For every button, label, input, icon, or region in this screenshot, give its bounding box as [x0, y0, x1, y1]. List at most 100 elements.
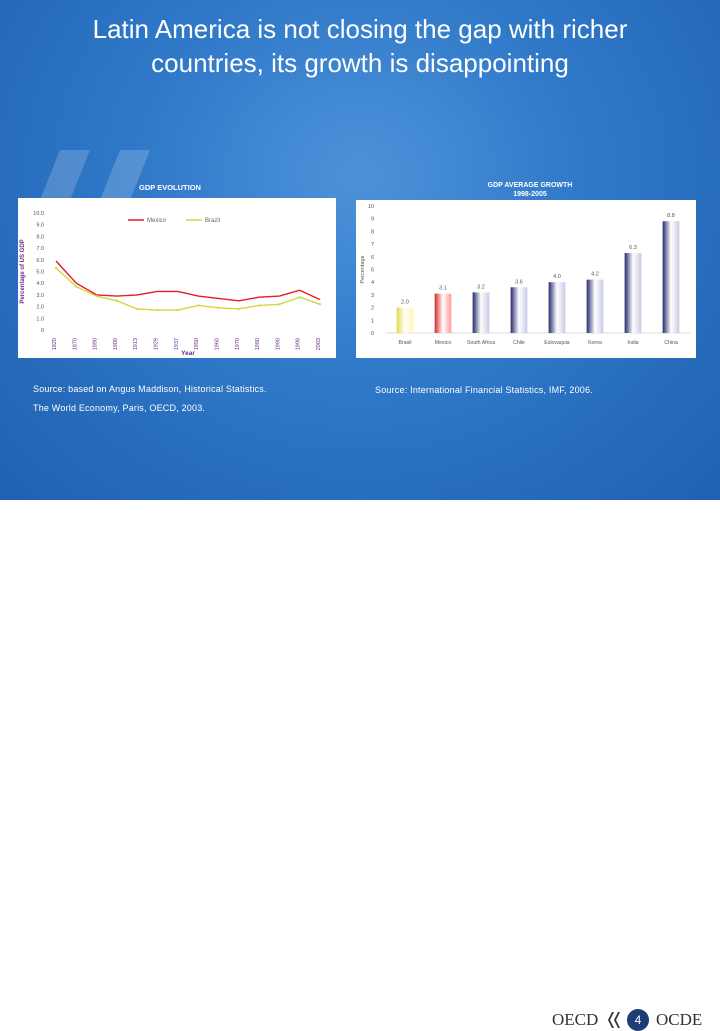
y-tick-label: 10.0 [33, 211, 44, 217]
y-tick-label: 1.0 [36, 316, 44, 322]
y-tick-label: 7 [371, 242, 374, 248]
y-tick-label: 10 [368, 204, 374, 210]
oecd-logo-text: OECD [552, 1010, 599, 1029]
y-tick-label: 3.0 [36, 293, 44, 299]
data-point-brazil [298, 296, 301, 299]
y-tick-label: 8.0 [36, 234, 44, 240]
data-point-brazil [95, 294, 98, 298]
data-point-brazil [237, 307, 240, 311]
x-tick-label: 1870 [72, 338, 78, 350]
bar-south-africa [472, 292, 490, 333]
line-chart-panel: 0 1.0 2.0 3.0 4.0 5.0 6.0 7.0 8.0 9.0 10.0 Percenta… [18, 198, 336, 358]
x-axis-label: Year [181, 350, 195, 357]
x-tick-label: 1998 [296, 338, 302, 350]
y-tick-label: 9.0 [36, 223, 44, 229]
x-tick-label: 1900 [113, 338, 119, 350]
y-tick-label: 2 [371, 306, 374, 312]
series-line-brazil [55, 267, 321, 311]
x-tick-label: Brasil [399, 340, 412, 346]
x-tick-label: 1929 [154, 338, 160, 350]
x-tick-label: 1937 [174, 338, 180, 350]
bar-china [662, 221, 680, 333]
slide-title: Latin America is not closing the gap wit… [40, 12, 680, 80]
y-tick-label: 9 [371, 217, 374, 223]
y-tick-label: 4.0 [36, 281, 44, 287]
y-tick-label: 6.0 [36, 258, 44, 264]
source-right: Source: International Financial Statisti… [375, 385, 593, 395]
data-label: 8.8 [667, 213, 675, 219]
data-point-brazil [318, 303, 322, 306]
x-tick-label: 1913 [133, 338, 139, 350]
y-tick-label: 5 [371, 268, 374, 274]
y-tick-label: 7.0 [36, 246, 44, 252]
y-tick-label: 0 [41, 328, 44, 334]
x-tick-label: 1950 [194, 338, 200, 350]
legend-label-mexico: Mexico [147, 218, 167, 224]
y-tick-label: 1 [371, 318, 374, 324]
y-tick-label: 3 [371, 293, 374, 299]
data-point-brazil [176, 309, 179, 312]
y-tick-label: 6 [371, 255, 374, 261]
source-left-line2: The World Economy, Paris, OECD, 2003. [33, 403, 206, 413]
data-label: 4.0 [553, 274, 561, 280]
line-chart: 0 1.0 2.0 3.0 4.0 5.0 6.0 7.0 8.0 9.0 10.0 Percenta… [20, 211, 322, 357]
bar-chile [510, 287, 528, 333]
x-tick-label: Chile [513, 340, 525, 346]
y-tick-label: 5.0 [36, 270, 44, 276]
x-tick-label: 1960 [214, 338, 220, 350]
series-line-mexico [55, 260, 321, 302]
data-point-brazil [54, 266, 58, 270]
x-tick-label: 1820 [52, 338, 58, 350]
bar-india [624, 252, 642, 333]
data-point-brazil [197, 304, 200, 307]
x-tick-label: China [664, 340, 678, 346]
x-tick-label: South Africa [467, 340, 495, 346]
data-point-brazil [257, 304, 261, 307]
line-chart-title: GDP EVOLUTION [139, 183, 201, 192]
data-point-brazil [156, 309, 159, 312]
legend-label-brazil: Brazil [205, 218, 220, 224]
data-point-brazil [278, 303, 281, 306]
data-point-brazil [75, 285, 78, 288]
x-tick-label: 2003 [316, 338, 322, 350]
bar-chart: 0 1 2 3 4 5 6 7 8 9 10 Percentage 2.0 Brasil 3.1 Mexico… [360, 204, 690, 346]
x-tick-label: Korea [588, 340, 602, 346]
data-label: 2.0 [401, 300, 409, 306]
oecd-logo-icon [608, 1012, 620, 1028]
bar-mexico [434, 293, 452, 333]
data-point-brazil [136, 307, 139, 311]
ocde-logo-text: OCDE [656, 1010, 703, 1029]
footer: OECD 4 OCDE [0, 500, 720, 1031]
bar-chart-title: GDP AVERAGE GROWTH [487, 182, 573, 189]
data-point-brazil [217, 306, 220, 309]
x-tick-label: 1980 [255, 338, 261, 350]
y-tick-label: 8 [371, 229, 374, 235]
y-tick-label: 4 [371, 280, 374, 286]
slide-title-line1: Latin America is not closing the gap wit… [92, 14, 628, 44]
x-tick-label: Eslovaquia [544, 340, 569, 346]
data-label: 3.1 [439, 286, 447, 292]
y-axis-label: Percentage of US GDP [20, 239, 26, 303]
y-tick-label: 0 [371, 331, 374, 337]
y-axis-label: Percentage [360, 255, 366, 283]
x-tick-label: 1990 [275, 338, 281, 350]
page-number: 4 [627, 1009, 649, 1031]
bar-chart-subtitle: 1998-2005 [513, 191, 547, 198]
data-point-brazil [115, 299, 119, 302]
source-left-line1: Source: based on Angus Maddison, Histori… [33, 384, 267, 394]
data-label: 6.3 [629, 245, 637, 251]
bar-brasil [396, 307, 414, 333]
x-tick-label: 1890 [93, 338, 99, 350]
x-tick-label: Mexico [435, 340, 452, 346]
bar-chart-panel: 0 1 2 3 4 5 6 7 8 9 10 Percentage 2.0 Brasil 3.1 Mexico… [356, 200, 696, 358]
slide-background: Latin America is not closing the gap wit… [0, 0, 720, 500]
x-tick-label: India [627, 340, 638, 346]
data-label: 4.2 [591, 272, 599, 278]
data-label: 3.2 [477, 284, 485, 290]
bar-eslovaquia [548, 282, 566, 333]
y-tick-label: 2.0 [36, 305, 44, 311]
x-tick-label: 1970 [235, 338, 241, 350]
bar-korea [586, 279, 604, 333]
slide-title-line2: countries, its growth is disappointing [151, 48, 569, 78]
data-label: 3.6 [515, 279, 523, 285]
